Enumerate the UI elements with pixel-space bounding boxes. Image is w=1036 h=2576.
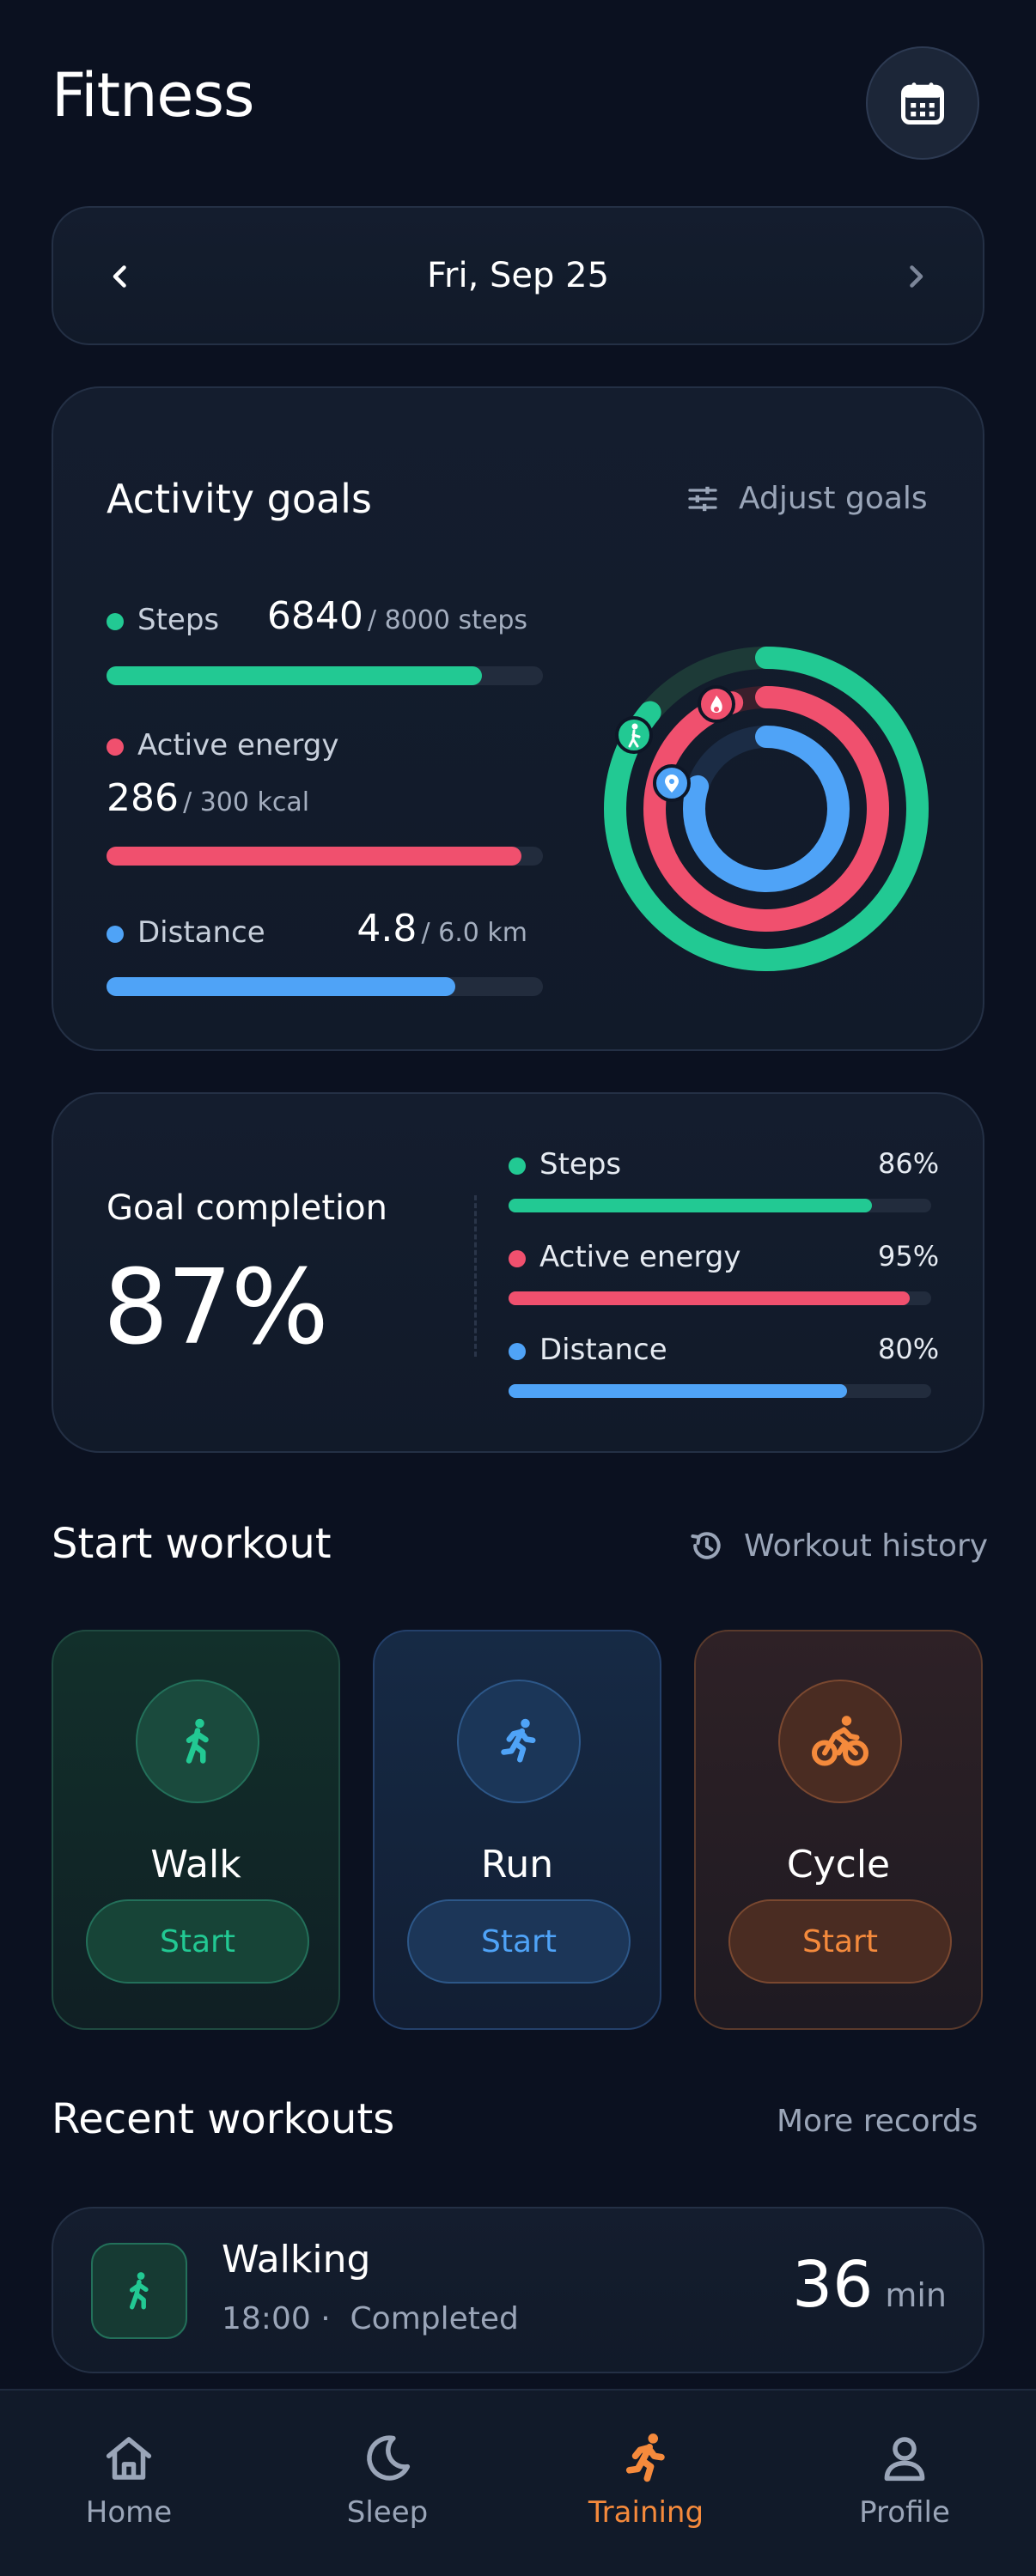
steps-goal-label: Steps	[107, 603, 219, 637]
completion-steps-bar	[509, 1199, 931, 1212]
distance-goal-label: Distance	[107, 915, 265, 950]
adjust-goals-button[interactable]: Adjust goals	[686, 481, 928, 516]
flame-marker-icon	[698, 685, 735, 723]
run-workout-card[interactable]: Run Start	[373, 1630, 661, 2030]
current-date: Fri, Sep 25	[426, 256, 610, 295]
workout-time: 18:00 ·	[222, 2301, 331, 2336]
previous-day-button[interactable]	[94, 251, 146, 302]
energy-goal-value: 286 / 300 kcal	[107, 776, 310, 820]
steps-goal-bar	[107, 666, 543, 685]
workout-name: Walking	[222, 2238, 371, 2281]
energy-dot	[107, 738, 124, 756]
cycle-label: Cycle	[786, 1843, 891, 1886]
adjust-goals-label: Adjust goals	[739, 481, 928, 516]
next-day-button[interactable]	[890, 251, 942, 302]
run-label: Run	[480, 1843, 554, 1886]
goal-completion-percent: 87%	[103, 1249, 329, 1368]
workout-history-label: Workout history	[744, 1528, 989, 1564]
date-navigator: Fri, Sep 25	[52, 206, 984, 345]
chevron-left-icon	[113, 265, 126, 288]
goal-completion-card: Goal completion 87% Steps 86% Active ene…	[52, 1092, 984, 1453]
more-records-link[interactable]: More records	[777, 2104, 978, 2139]
completion-distance-percent: 80%	[878, 1333, 940, 1365]
workout-meta: 18:00 · Completed	[222, 2301, 519, 2336]
run-icon-circle	[457, 1680, 581, 1803]
workout-status: Completed	[350, 2301, 519, 2336]
steps-dot	[107, 612, 124, 630]
run-icon	[625, 2433, 665, 2482]
energy-goal-label: Active energy	[107, 728, 338, 762]
distance-ring	[683, 726, 850, 892]
completion-energy-bar	[509, 1291, 931, 1305]
steps-goal-value: 6840 / 8000 steps	[266, 594, 527, 638]
walk-workout-card[interactable]: Walk Start	[52, 1630, 340, 2030]
walk-icon	[129, 2272, 149, 2310]
calendar-icon	[901, 82, 944, 125]
energy-ring	[643, 686, 889, 932]
completion-distance-label: Distance	[509, 1333, 667, 1367]
recent-workout-item[interactable]: Walking 18:00 · Completed 36 min	[52, 2207, 984, 2373]
bottom-nav: Home Sleep Training Profile	[0, 2389, 1036, 2576]
walk-icon-circle	[136, 1680, 259, 1803]
workout-history-link[interactable]: Workout history	[687, 1527, 988, 1564]
energy-dot	[509, 1249, 526, 1267]
activity-goals-title: Activity goals	[107, 476, 372, 522]
steps-ring	[604, 647, 929, 971]
activity-goals-card: Activity goals Adjust goals Steps 6840 /…	[52, 386, 984, 1051]
completion-distance-bar	[509, 1384, 931, 1398]
recent-workouts-title: Recent workouts	[52, 2095, 395, 2143]
completion-steps-percent: 86%	[878, 1147, 940, 1180]
start-workout-title: Start workout	[52, 1520, 332, 1568]
sliders-icon	[688, 486, 717, 511]
bike-icon	[812, 1716, 868, 1766]
nav-home[interactable]: Home	[43, 2391, 215, 2576]
nav-training[interactable]: Training	[560, 2391, 732, 2576]
distance-dot	[107, 925, 124, 943]
distance-goal-value: 4.8 / 6.0 km	[357, 907, 527, 951]
person-icon	[884, 2437, 925, 2482]
moon-icon	[367, 2435, 411, 2481]
walking-icon-box	[91, 2243, 187, 2339]
cycle-icon-circle	[778, 1680, 902, 1803]
page-title: Fitness	[52, 60, 254, 131]
distance-goal-bar	[107, 977, 543, 996]
distance-dot	[509, 1342, 526, 1360]
history-icon	[691, 1532, 721, 1559]
calendar-button[interactable]	[866, 46, 979, 160]
run-icon	[501, 1718, 536, 1763]
goal-completion-title: Goal completion	[107, 1188, 387, 1228]
cycle-start-button[interactable]: Start	[728, 1899, 952, 1984]
steps-dot	[509, 1157, 526, 1175]
activity-rings	[604, 647, 929, 971]
divider	[474, 1195, 477, 1357]
nav-sleep[interactable]: Sleep	[302, 2391, 473, 2576]
walk-label: Walk	[150, 1843, 241, 1886]
home-icon	[106, 2437, 152, 2480]
completion-energy-percent: 95%	[878, 1240, 940, 1273]
walk-start-button[interactable]: Start	[86, 1899, 309, 1984]
cycle-workout-card[interactable]: Cycle Start	[694, 1630, 983, 2030]
chevron-right-icon	[910, 265, 923, 288]
energy-goal-bar	[107, 847, 543, 866]
location-marker-icon	[653, 764, 691, 802]
walk-marker-icon	[615, 716, 653, 754]
walk-icon	[186, 1718, 209, 1764]
workout-duration: 36 min	[792, 2248, 947, 2322]
run-start-button[interactable]: Start	[407, 1899, 631, 1984]
completion-steps-label: Steps	[509, 1147, 621, 1182]
nav-profile[interactable]: Profile	[819, 2391, 990, 2576]
completion-energy-label: Active energy	[509, 1240, 740, 1274]
